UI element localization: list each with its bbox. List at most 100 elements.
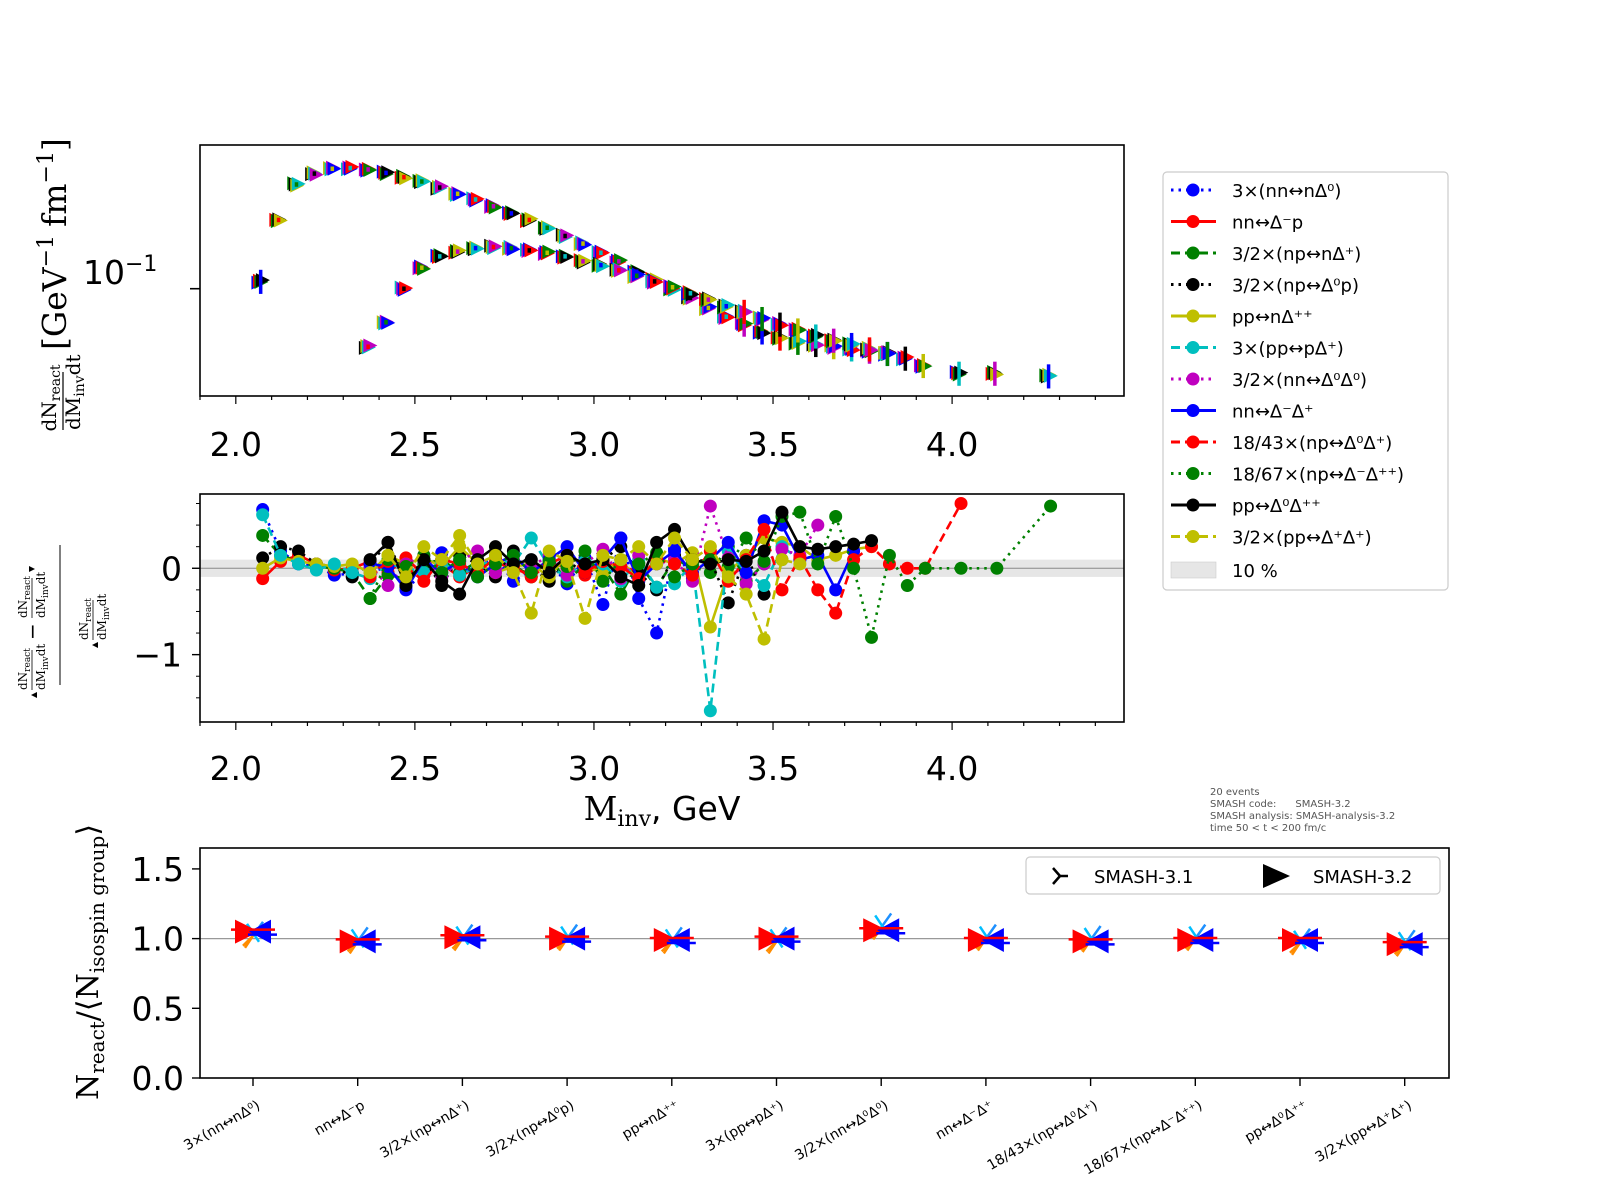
mid-point [811, 542, 825, 556]
mid-point [632, 592, 646, 605]
top-point-single-Delta [376, 164, 396, 182]
top-point-single-Delta [251, 269, 270, 294]
middle-ylabel-minus: − [20, 623, 44, 640]
top-point-single-Delta [430, 179, 449, 196]
top-marker [524, 211, 539, 226]
top-point-double-Delta [985, 361, 1005, 386]
legend-entry: 18/43×(np↔Δ⁰Δ⁺) [1171, 433, 1392, 454]
mid-point [775, 505, 789, 519]
top-marker [757, 310, 772, 325]
mid-point [811, 518, 825, 532]
top-point-double-Delta [896, 346, 915, 371]
legend-entry: 3/2×(np↔nΔ⁺) [1171, 244, 1361, 265]
top-axes-frame [199, 144, 1125, 397]
top-marker [596, 245, 611, 260]
mid-point [685, 553, 699, 567]
smash32-marker-blue [563, 926, 586, 951]
mid-point [256, 508, 270, 522]
top-marker [614, 263, 629, 278]
mid-point [865, 534, 879, 548]
mid-series-pp↔Δ⁰Δ⁺⁺ [363, 505, 879, 601]
top-marker [488, 200, 503, 215]
legend-entry: 3/2×(nn↔Δ⁰Δ⁰) [1171, 370, 1367, 391]
legend-marker [1186, 246, 1200, 260]
top-marker [882, 346, 897, 361]
legend-band-label: 10 % [1232, 561, 1278, 582]
mid-point [793, 557, 807, 571]
top-point-double-Delta [448, 243, 467, 260]
mid-point [757, 522, 771, 536]
mid-point [703, 557, 717, 571]
top-point-double-Delta [430, 248, 449, 264]
bottom-point-3×(nn↔nΔ⁰) [231, 919, 277, 949]
mid-point [471, 570, 485, 584]
top-point-single-Delta [448, 186, 467, 202]
x-tick-label: 2.0 [210, 749, 262, 788]
mid-point [632, 540, 646, 554]
top-marker [560, 249, 575, 264]
mid-point [900, 579, 914, 593]
top-y-tick-label: 10−1 [83, 252, 157, 292]
y-tick-label: 1.0 [132, 920, 184, 959]
mid-point [453, 528, 467, 542]
top-point-double-Delta [645, 273, 664, 290]
middle-axes-frame [199, 493, 1125, 723]
top-point-single-Delta [484, 198, 503, 215]
mid-point [453, 568, 467, 582]
mid-point [614, 570, 628, 584]
x-tick-label: 3.0 [568, 749, 620, 788]
top-point-double-Delta [824, 328, 843, 353]
top-marker [417, 174, 432, 189]
top-marker [864, 343, 879, 358]
top-marker [381, 315, 396, 330]
smash32-marker-red [1072, 929, 1097, 954]
mid-point [417, 574, 431, 588]
smash32-marker-red [1177, 928, 1202, 952]
mid-point [327, 557, 341, 571]
mid-point [721, 553, 735, 567]
top-point-double-Delta [358, 338, 378, 355]
mid-point [650, 626, 664, 640]
middle-x-axis-label: Minv, GeV [584, 789, 741, 832]
x-tick-label: 3/2×(np↔Δ⁰p) [484, 1098, 578, 1161]
x-tick-label: nn↔Δ⁻p [312, 1098, 368, 1140]
bottom-point-3/2×(pp↔Δ⁺Δ⁺) [1382, 929, 1429, 957]
mid-point [632, 557, 646, 571]
smash32-marker-red [235, 919, 259, 944]
top-marker [506, 242, 521, 257]
legend-label: 3/2×(np↔Δ⁰p) [1232, 276, 1359, 297]
mid-point [256, 572, 270, 586]
bottom-y-axis-label: Nreact/⟨Nisospin group⟩ [71, 824, 109, 1100]
top-marker [488, 239, 503, 254]
x-tick-label: 3/2×(np↔nΔ⁺) [377, 1098, 472, 1162]
bottom-legend-label-32: SMASH-3.2 [1313, 867, 1412, 888]
top-marker [363, 338, 378, 353]
legend-band-entry: 10 % [1170, 561, 1278, 582]
legend-marker [1186, 467, 1200, 480]
bottom-point-18/67×(np↔Δ⁻Δ⁺⁺) [1173, 923, 1220, 952]
x-tick-label: 3/2×(nn↔Δ⁰Δ⁰) [792, 1098, 891, 1164]
top-point-double-Delta [502, 239, 521, 257]
legend-marker [1186, 435, 1200, 449]
top-marker [703, 292, 718, 307]
top-marker [399, 281, 414, 296]
mid-point [775, 553, 789, 567]
smash32-marker-blue [877, 918, 900, 943]
mid-point [900, 561, 914, 575]
mid-point [703, 499, 717, 513]
mid-point [363, 566, 377, 580]
bottom-point-3/2×(np↔Δ⁰p) [545, 923, 592, 952]
middle-ylabel-den-a: dMinvdt [34, 644, 51, 690]
smash31-arm [242, 934, 254, 947]
bottom-x-ticks: 3×(nn↔nΔ⁰) nn↔Δ⁻p 3/2×(np↔nΔ⁺) 3/2×(np↔Δ⁰p)… [181, 1078, 1415, 1178]
top-marker [578, 237, 593, 252]
top-marker [631, 267, 646, 282]
mid-point [256, 528, 270, 542]
mid-point [363, 553, 377, 567]
bottom-y-ticks: 0.0 0.5 1.0 1.5 [132, 850, 200, 1098]
mid-series-3/2×(pp↔Δ⁺Δ⁺) [363, 528, 807, 646]
smash32-marker-red [444, 925, 469, 950]
smash32-marker-red [758, 926, 783, 951]
x-tick-label: 2.0 [210, 425, 262, 464]
top-marker [381, 165, 396, 180]
